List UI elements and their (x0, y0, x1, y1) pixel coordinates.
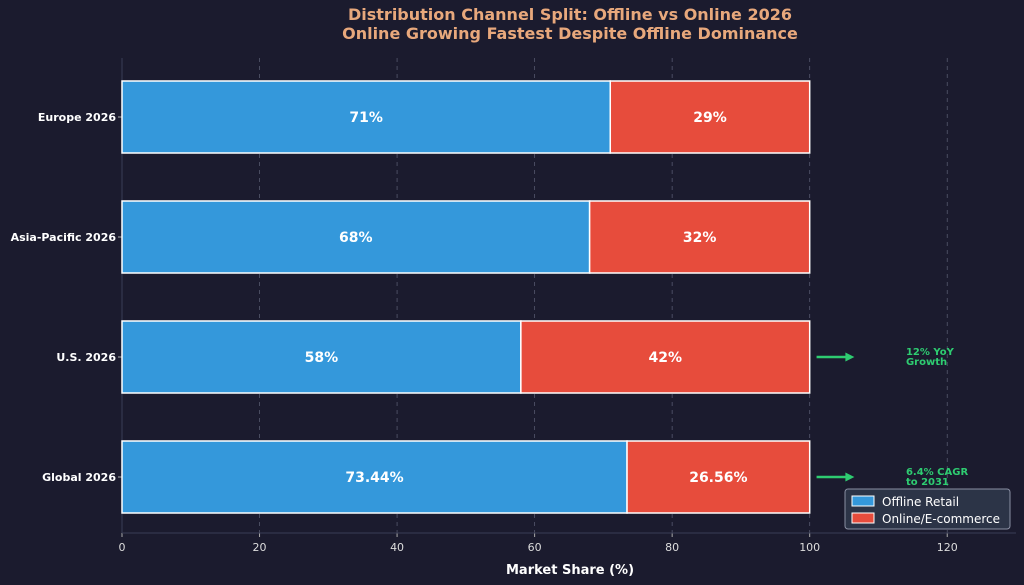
chart-title: Distribution Channel Split: Offline vs O… (348, 5, 792, 24)
offline-value-label: 58% (305, 350, 339, 366)
offline-value-label: 71% (349, 110, 383, 126)
x-axis-label: Market Share (%) (506, 563, 634, 578)
x-tick-labels: 0 20 40 60 80 100 120 (119, 541, 958, 554)
growth-annotation: Growth (906, 357, 947, 368)
x-tick-label: 0 (119, 541, 126, 554)
x-tick-label: 80 (665, 541, 679, 554)
x-tick-label: 120 (937, 541, 958, 554)
value-labels: 71% 29% 68% 32% 58% 42% 73.44% 26.56% (305, 110, 748, 486)
legend: Offline Retail Online/E-commerce (844, 488, 1011, 530)
growth-annotation: 12% YoY (906, 347, 955, 358)
offline-bar (121, 200, 591, 274)
x-tick-label: 100 (799, 541, 820, 554)
arrow-head-icon (845, 472, 855, 482)
category-label: Asia-Pacific 2026 (11, 231, 117, 244)
offline-value-label: 73.44% (345, 470, 403, 486)
growth-annotation: to 2031 (906, 477, 949, 488)
x-tick-label: 40 (390, 541, 404, 554)
x-tick-label: 20 (253, 541, 267, 554)
online-bar (520, 320, 811, 394)
chart-subtitle: Online Growing Fastest Despite Offline D… (342, 24, 798, 43)
offline-value-label: 68% (339, 230, 373, 246)
legend-swatch (851, 512, 875, 524)
legend-swatch (851, 495, 875, 507)
x-tick-label: 60 (528, 541, 542, 554)
offline-bar (121, 440, 628, 514)
online-value-label: 42% (649, 350, 683, 366)
category-labels: Europe 2026 Asia-Pacific 2026 U.S. 2026 Glo… (11, 111, 117, 484)
online-bar (588, 200, 811, 274)
category-label: U.S. 2026 (56, 351, 116, 364)
growth-annotation: 6.4% CAGR (906, 467, 969, 478)
legend-label: Online/E-commerce (882, 512, 1000, 526)
online-bar (626, 440, 811, 514)
arrow-head-icon (845, 352, 855, 362)
online-value-label: 26.56% (689, 470, 747, 486)
category-label: Global 2026 (42, 471, 116, 484)
bars (121, 80, 811, 514)
online-value-label: 29% (693, 110, 727, 126)
category-label: Europe 2026 (38, 111, 116, 124)
offline-bar (121, 80, 612, 154)
online-bar (609, 80, 811, 154)
online-value-label: 32% (683, 230, 717, 246)
legend-label: Offline Retail (882, 495, 959, 509)
legend-box (844, 488, 1011, 530)
